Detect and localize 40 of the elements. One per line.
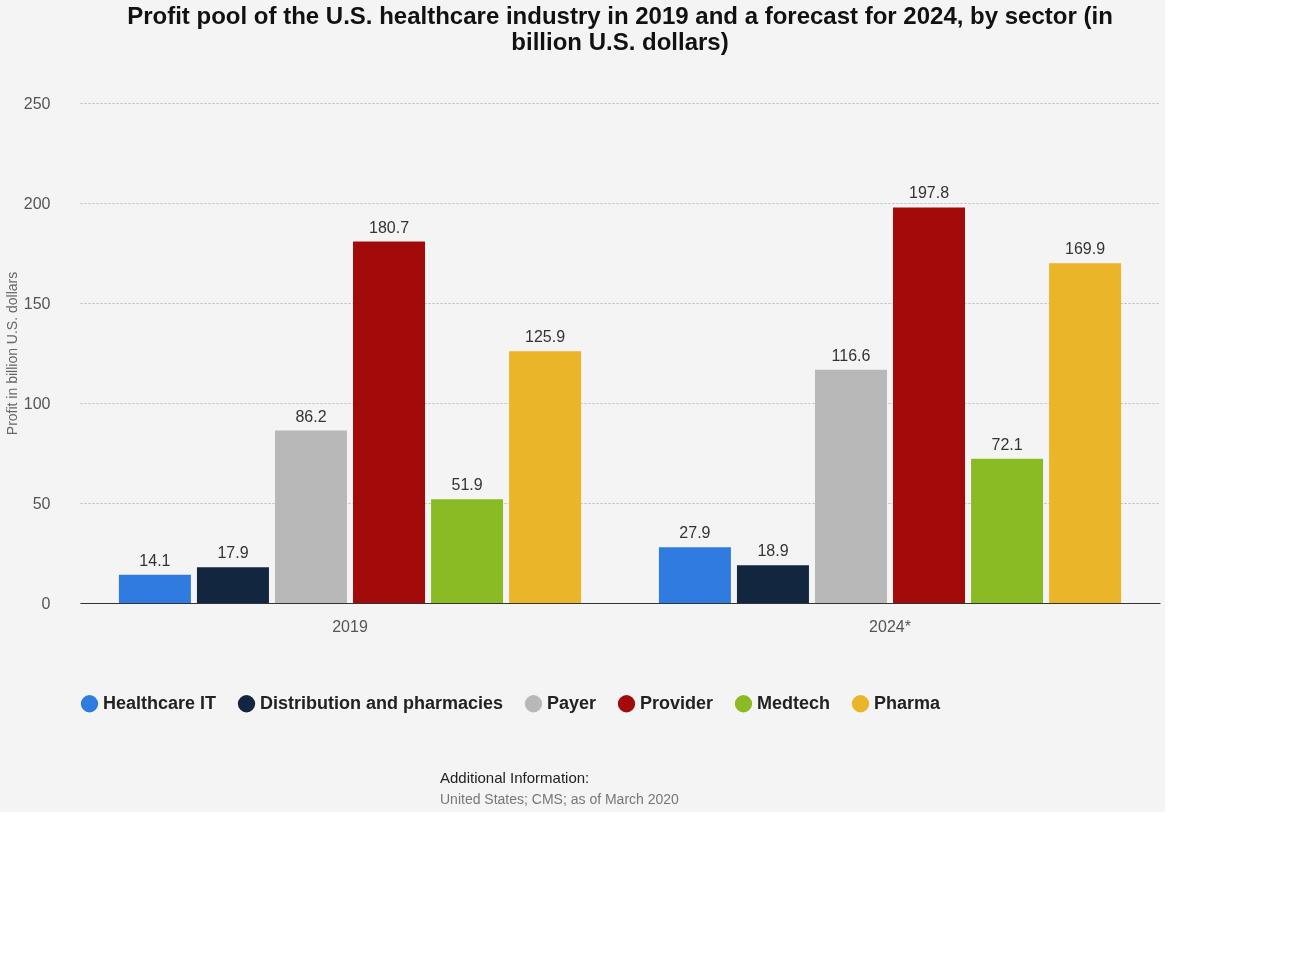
y-tick-label: 50 bbox=[32, 494, 51, 512]
bar bbox=[118, 574, 191, 603]
y-axis-title: Profit in billion U.S. dollars bbox=[3, 271, 20, 436]
chart-title: Profit pool of the U.S. healthcare industry in 2019 and a forecast for 2024, by sector (in billion U.S. dollars) bbox=[127, 2, 1113, 55]
y-tick-label: 250 bbox=[23, 94, 51, 112]
legend-label: Provider bbox=[640, 692, 714, 713]
bar bbox=[1049, 263, 1122, 603]
legend-label: Healthcare IT bbox=[103, 692, 217, 713]
data-label: 197.8 bbox=[908, 184, 950, 202]
y-tick-label: 200 bbox=[23, 194, 51, 212]
bar bbox=[971, 458, 1044, 603]
x-tick-label: 2024* bbox=[869, 617, 911, 635]
bar bbox=[509, 351, 582, 603]
data-label: 18.9 bbox=[757, 542, 789, 560]
text: United States; CMS; as of March 2020 bbox=[440, 791, 680, 807]
data-label: 125.9 bbox=[525, 328, 566, 346]
data-label: 27.9 bbox=[679, 524, 711, 542]
data-label: 72.1 bbox=[991, 435, 1023, 453]
data-label: 180.7 bbox=[368, 218, 410, 236]
legend-label: Pharma bbox=[874, 692, 942, 713]
data-label: 169.9 bbox=[1065, 240, 1106, 258]
x-tick-label: 2019 bbox=[332, 617, 368, 635]
bar bbox=[353, 241, 426, 603]
bar bbox=[196, 567, 269, 603]
y-tick-label: 150 bbox=[23, 294, 51, 312]
text: Additional Information: bbox=[440, 769, 590, 786]
bar bbox=[736, 565, 809, 603]
bar bbox=[431, 499, 504, 603]
legend-label: Medtech bbox=[757, 692, 831, 713]
bar bbox=[658, 547, 731, 603]
y-tick-label: 0 bbox=[41, 594, 51, 612]
data-label: 116.6 bbox=[831, 346, 871, 364]
legend-label: Distribution and pharmacies bbox=[260, 692, 504, 713]
data-label: 86.2 bbox=[295, 407, 327, 425]
data-label: 17.9 bbox=[217, 544, 249, 562]
legend-label: Payer bbox=[547, 692, 597, 713]
bar bbox=[893, 207, 966, 603]
y-tick-label: 100 bbox=[23, 394, 51, 412]
data-label: 14.1 bbox=[139, 551, 171, 569]
data-label: 51.9 bbox=[451, 476, 483, 494]
